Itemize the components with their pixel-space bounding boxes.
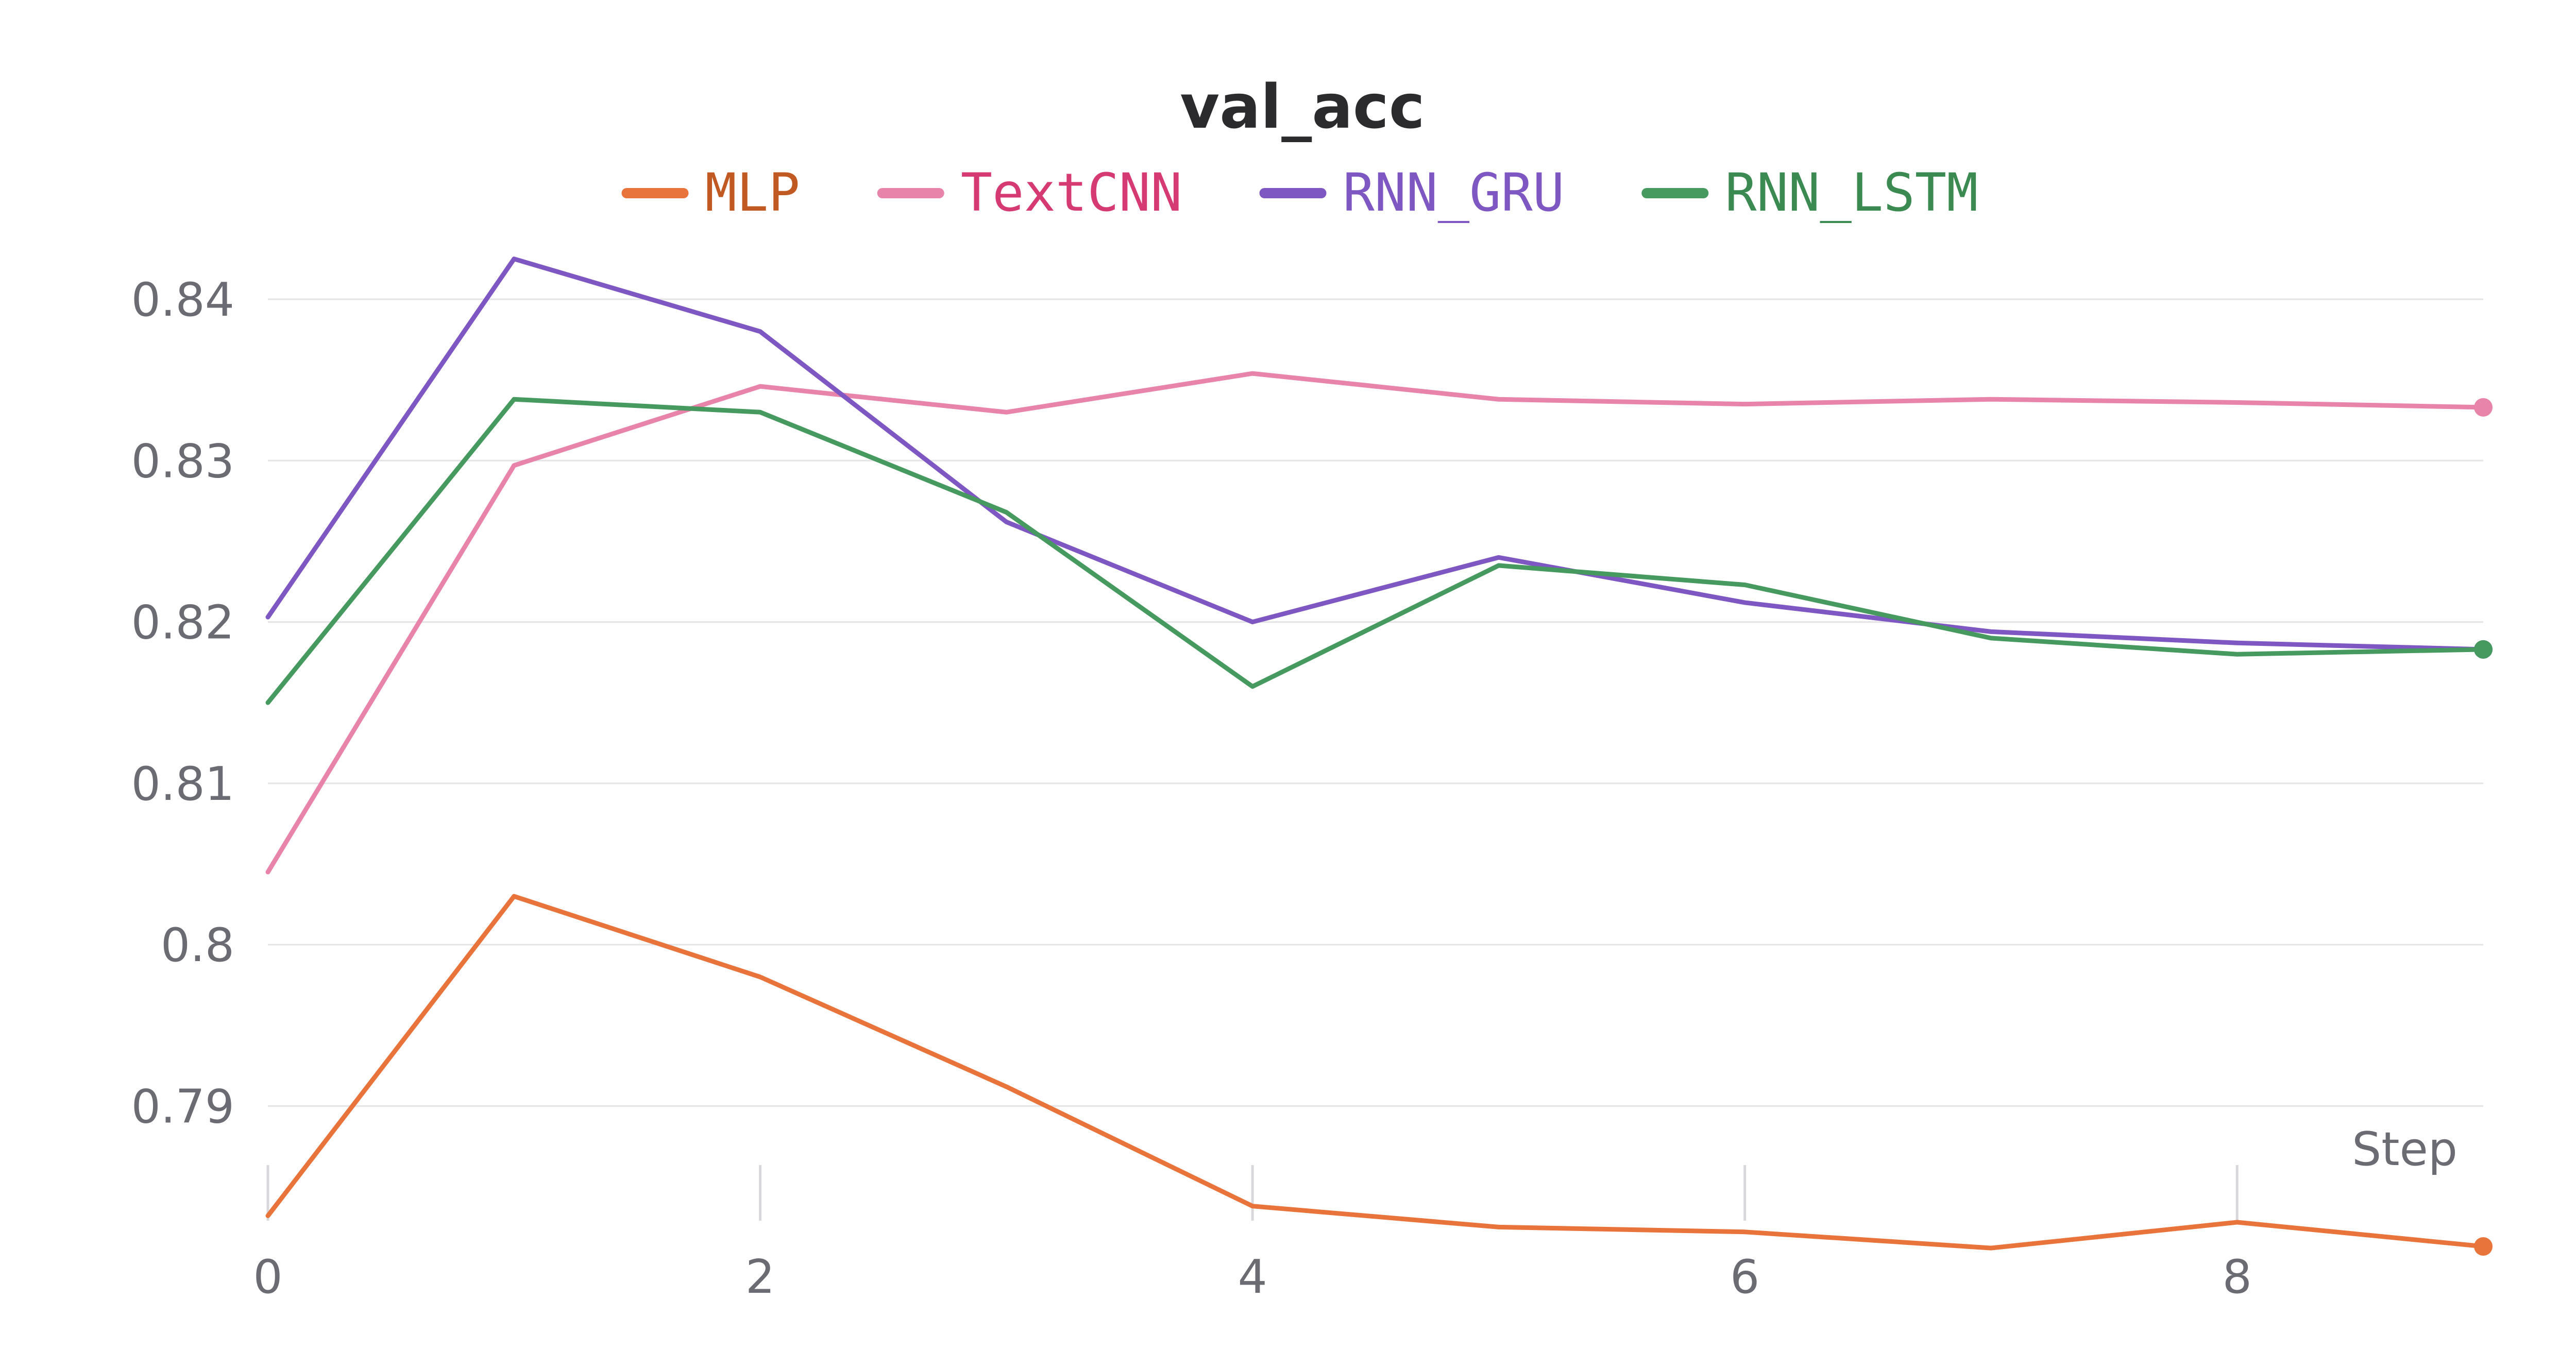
chart-title: val_acc	[1180, 71, 1425, 142]
x-tick-label: 6	[1730, 1250, 1759, 1304]
legend-label: TextCNN	[961, 162, 1182, 224]
y-tick-label: 0.81	[131, 757, 234, 811]
series-group	[265, 256, 2493, 1256]
series-end-point-rnn-lstm	[2474, 640, 2493, 659]
y-tick-label: 0.8	[161, 918, 234, 972]
y-tick-label: 0.79	[131, 1080, 234, 1134]
y-axis: 0.79 0.8 0.81 0.82 0.83 0.84	[131, 273, 234, 1134]
x-tick-label: 0	[253, 1250, 282, 1304]
x-axis: 0 2 4 6 8	[253, 1165, 2252, 1304]
series-line-mlp	[265, 894, 2486, 1251]
y-tick-label: 0.84	[131, 273, 234, 327]
series-end-point-textcnn	[2474, 398, 2493, 417]
series-line-textcnn	[265, 371, 2486, 875]
series-line-rnn-gru	[265, 256, 2486, 652]
legend-item-rnn-lstm: RNN_LSTM	[1641, 162, 1978, 224]
series-line-rnn-lstm	[265, 397, 2486, 705]
legend-label: RNN_GRU	[1343, 162, 1565, 224]
x-tick-label: 8	[2223, 1250, 2252, 1304]
x-tick-label: 4	[1238, 1250, 1267, 1304]
legend-item-mlp: MLP	[621, 162, 800, 224]
legend-label: RNN_LSTM	[1725, 162, 1978, 224]
x-axis-label: Step	[2352, 1122, 2458, 1176]
legend: MLP TextCNN RNN_GRU RNN_LSTM	[621, 162, 1978, 224]
legend-item-rnn-gru: RNN_GRU	[1259, 162, 1565, 224]
series-end-point-mlp	[2474, 1237, 2493, 1256]
legend-item-textcnn: TextCNN	[877, 162, 1182, 224]
x-tick-label: 2	[745, 1250, 775, 1304]
grid	[268, 298, 2483, 1107]
y-tick-label: 0.82	[131, 596, 234, 650]
y-tick-label: 0.83	[131, 434, 234, 488]
legend-label: MLP	[705, 162, 800, 224]
